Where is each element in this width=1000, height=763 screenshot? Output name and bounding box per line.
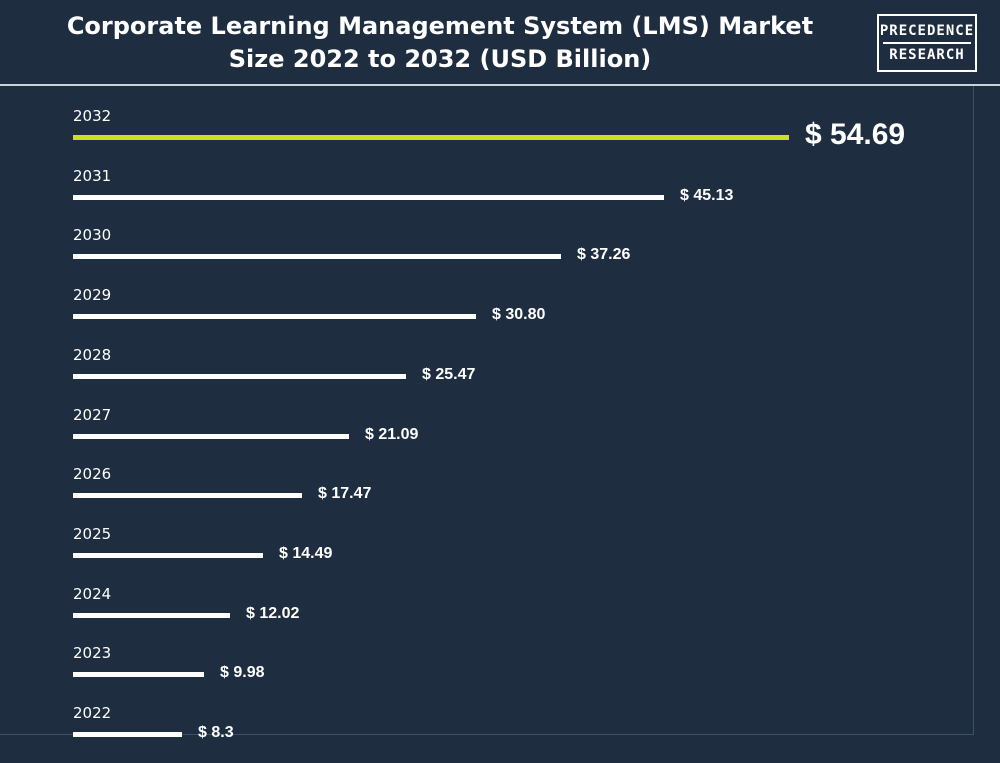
precedence-research-logo: PRECEDENCE RESEARCH (877, 14, 977, 72)
value-label-2025: $ 14.49 (279, 545, 333, 562)
year-label-2025: 2025 (73, 525, 112, 543)
year-label-2023: 2023 (73, 644, 112, 662)
year-label-2027: 2027 (73, 406, 112, 424)
value-label-2026: $ 17.47 (318, 485, 372, 502)
value-label-2032: $ 54.69 (805, 118, 906, 151)
chart-title-line-1: Corporate Learning Management System (LM… (66, 12, 814, 40)
value-label-2022: $ 8.3 (198, 724, 234, 741)
value-label-2027: $ 21.09 (365, 426, 419, 443)
chart-title: Corporate Learning Management System (LM… (40, 10, 840, 76)
year-label-2028: 2028 (73, 346, 112, 364)
bar-2029 (73, 314, 476, 319)
bar-2027 (73, 434, 349, 439)
value-label-2023: $ 9.98 (220, 664, 265, 681)
year-label-2022: 2022 (73, 704, 112, 722)
bar-2025 (73, 553, 263, 558)
logo-divider (883, 42, 971, 44)
chart-title-line-2: Size 2022 to 2032 (USD Billion) (228, 45, 652, 73)
logo-line-1: PRECEDENCE (879, 23, 975, 39)
bar-2031 (73, 195, 664, 200)
bar-2032 (73, 135, 789, 140)
bar-2023 (73, 672, 204, 677)
value-label-2029: $ 30.80 (492, 306, 546, 323)
bar-2024 (73, 613, 230, 618)
header-divider (0, 84, 1000, 86)
value-label-2024: $ 12.02 (246, 605, 300, 622)
bar-2026 (73, 493, 302, 498)
year-label-2031: 2031 (73, 167, 112, 185)
bar-2028 (73, 374, 406, 379)
chart-frame-bottom (0, 734, 974, 735)
chart-frame-right (973, 86, 974, 734)
year-label-2032: 2032 (73, 107, 112, 125)
bar-2022 (73, 732, 182, 737)
value-label-2031: $ 45.13 (680, 187, 734, 204)
year-label-2026: 2026 (73, 465, 112, 483)
year-label-2030: 2030 (73, 226, 112, 244)
logo-line-2: RESEARCH (889, 47, 965, 63)
bar-2030 (73, 254, 561, 259)
value-label-2030: $ 37.26 (577, 246, 631, 263)
year-label-2029: 2029 (73, 286, 112, 304)
year-label-2024: 2024 (73, 585, 112, 603)
value-label-2028: $ 25.47 (422, 366, 476, 383)
